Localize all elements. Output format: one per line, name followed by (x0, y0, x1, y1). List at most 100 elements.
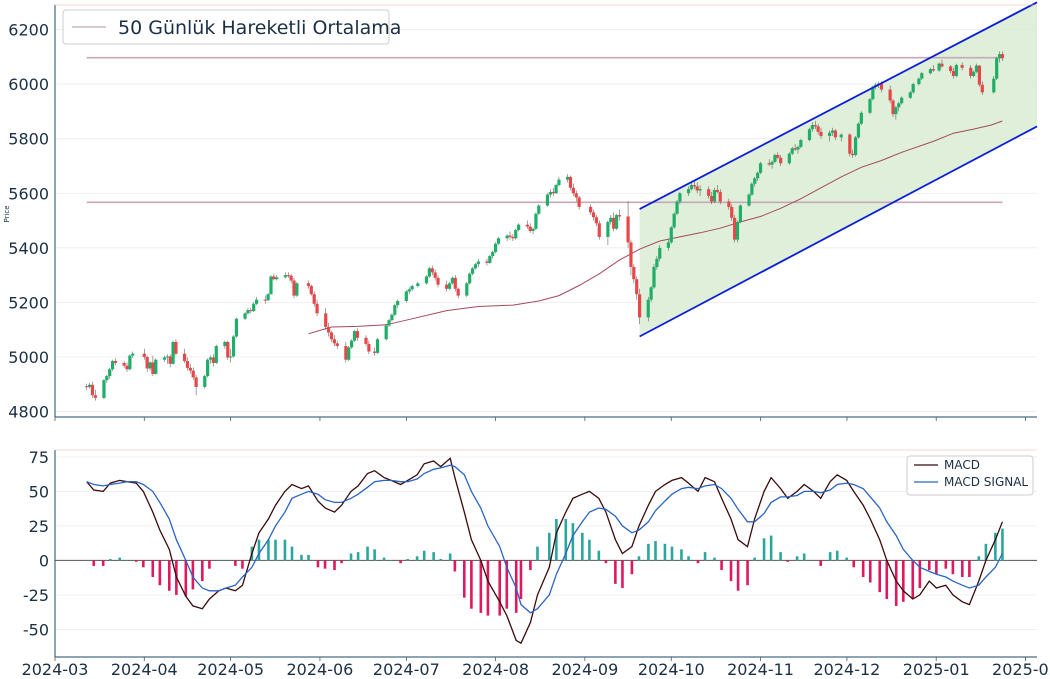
candle (416, 283, 420, 287)
price-tick-label: 6000 (8, 75, 49, 94)
candle (249, 310, 253, 312)
candle (289, 275, 293, 281)
candle (375, 339, 380, 353)
macd-histogram-bar (902, 560, 905, 602)
macd-histogram-bar (439, 559, 443, 561)
candle (758, 163, 763, 173)
macd-histogram-bar (300, 554, 303, 561)
candle (796, 146, 800, 150)
candle (718, 191, 722, 202)
macd-histogram-bar (885, 560, 889, 600)
candle (171, 341, 175, 364)
price-tick-label: 6200 (8, 21, 49, 40)
price-axis-label: Price (3, 205, 11, 222)
candle (554, 185, 558, 194)
x-tick-label: 2024-11 (727, 660, 794, 679)
macd-histogram-bar (951, 560, 955, 575)
candle (226, 341, 230, 358)
macd-histogram-bar (977, 556, 981, 561)
macd-histogram-bar (118, 557, 122, 561)
candle (206, 359, 210, 377)
candle (900, 97, 904, 104)
macd-histogram-bar (696, 560, 700, 564)
macd-histogram-bar (555, 519, 558, 561)
macd-histogram-bar (307, 554, 310, 561)
candle (433, 272, 437, 278)
macd-histogram-bar (101, 560, 105, 566)
macd-histogram-bar (614, 560, 617, 584)
price-tick-label: 5200 (8, 293, 49, 312)
candle (87, 384, 92, 387)
price-tick-label: 5000 (8, 348, 49, 367)
macd-histogram-bar (845, 557, 848, 561)
candle (995, 58, 999, 79)
macd-histogram-bar (802, 553, 806, 561)
candle (828, 132, 832, 136)
candle (675, 201, 679, 214)
candle (839, 134, 843, 138)
candle (871, 86, 875, 100)
candle (174, 341, 178, 354)
x-tick-label: 2024-12 (814, 660, 881, 679)
candle (131, 353, 135, 356)
macd-histogram-bar (529, 560, 532, 571)
channel-upper-line (639, 1, 1038, 210)
macd-histogram-bar (1001, 528, 1004, 561)
macd-histogram-bar (630, 560, 634, 575)
candle (494, 243, 498, 252)
candle (974, 65, 979, 72)
candle (609, 217, 613, 222)
macd-histogram-bar (356, 552, 360, 561)
candle (954, 65, 958, 76)
candle (686, 189, 691, 194)
candle (122, 362, 126, 366)
candle (571, 187, 575, 194)
macd-tick-label: 25 (29, 517, 49, 536)
candle (750, 183, 754, 195)
candle (612, 217, 616, 229)
macd-histogram-bar (208, 560, 211, 569)
candle (813, 125, 817, 127)
candle (960, 65, 964, 68)
macd-histogram-bar (448, 553, 452, 561)
macd-histogram-bar (994, 532, 997, 561)
macd-histogram-bar (571, 523, 575, 561)
candle (689, 185, 694, 190)
macd-histogram-bar (217, 560, 221, 561)
x-tick-label: 2024-05 (197, 660, 264, 679)
candle (485, 261, 489, 263)
candle (545, 194, 550, 206)
candle (908, 92, 912, 98)
candle (707, 189, 711, 196)
candle (390, 314, 394, 321)
candle (830, 130, 835, 133)
candle (93, 395, 97, 398)
candle (730, 206, 734, 218)
candle (410, 286, 414, 290)
candle (868, 99, 872, 113)
candle (879, 83, 884, 90)
macd-histogram-bar (703, 552, 707, 561)
macd-histogram-bar (779, 552, 782, 561)
candle (920, 73, 924, 79)
candle (335, 343, 339, 347)
macd-histogram-bar (486, 560, 490, 616)
candle (286, 275, 290, 277)
candle (977, 65, 982, 85)
candle (767, 163, 771, 165)
macd-line (86, 457, 1004, 645)
candle (85, 386, 89, 388)
candle (208, 357, 213, 360)
candle (856, 123, 861, 138)
candle (810, 125, 814, 130)
macd-histogram-bar (604, 560, 608, 564)
candle (344, 346, 348, 360)
candle (113, 361, 118, 363)
macd-histogram-bar (828, 552, 832, 561)
macd-histogram-bar (894, 560, 898, 606)
candle (332, 339, 336, 344)
candle (577, 197, 581, 207)
candle (574, 193, 578, 198)
macd-histogram-bar (382, 557, 386, 561)
macd-histogram-bar (663, 543, 667, 561)
